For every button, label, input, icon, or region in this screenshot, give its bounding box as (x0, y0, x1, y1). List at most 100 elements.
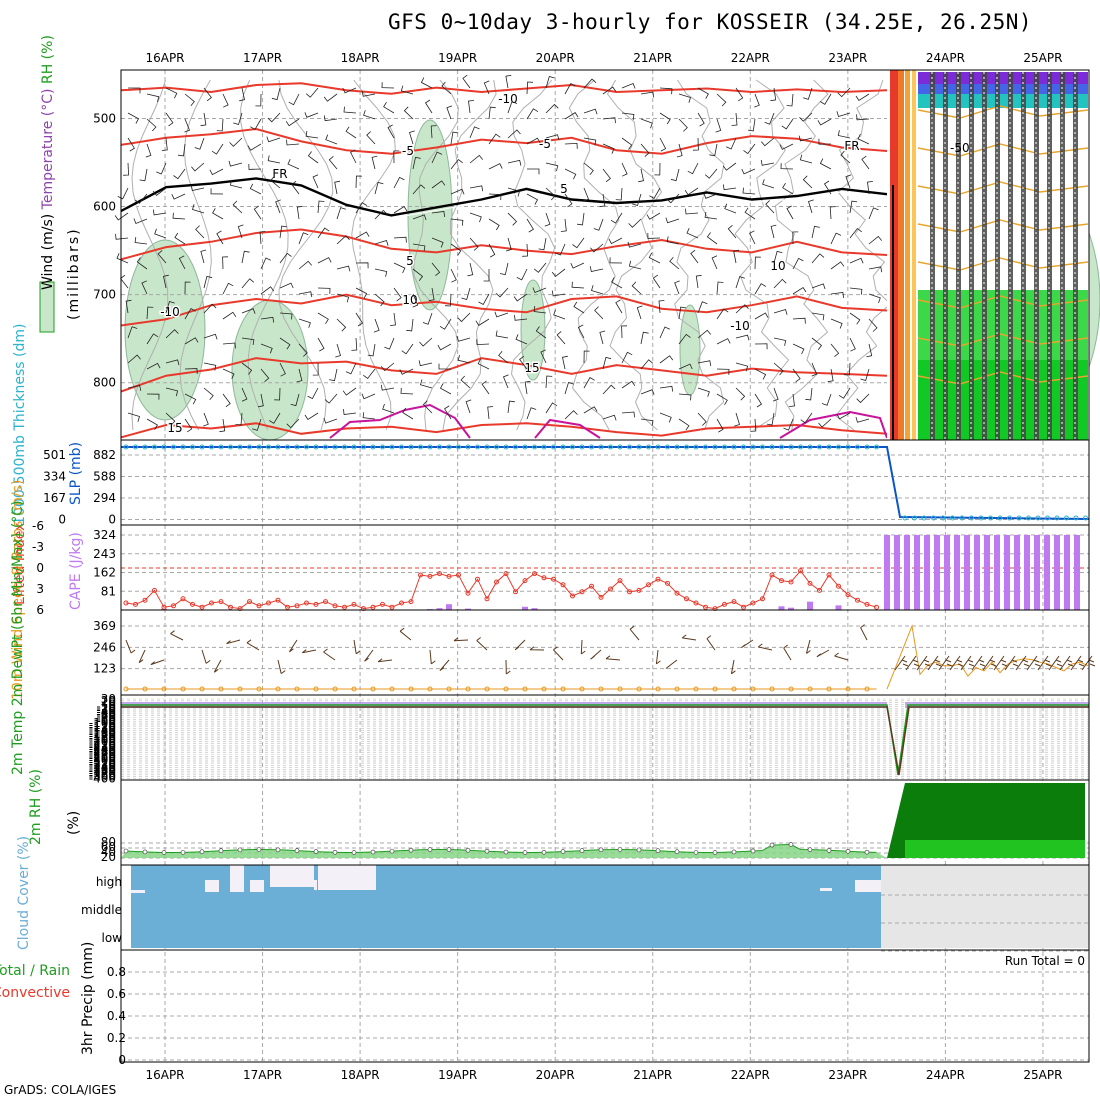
wind-barb-10m (805, 639, 811, 654)
slp-marker (912, 515, 917, 521)
wind-barb (374, 268, 388, 277)
wind-barb (868, 207, 879, 220)
li-marker (427, 573, 433, 579)
wind-barb (827, 368, 834, 383)
wind-speed-marker (446, 686, 452, 692)
wind-barb (267, 155, 281, 164)
cloud-level-label: high (96, 875, 122, 889)
run-total-label: Run Total = 0 (1005, 954, 1085, 968)
wind-barb (628, 218, 642, 228)
rh2m-marker (750, 848, 756, 854)
wind-barb (868, 266, 883, 273)
wind-barb (173, 168, 186, 180)
wind-barb (116, 253, 129, 264)
wind-barb (128, 87, 141, 94)
wind-barb (317, 312, 329, 325)
li-marker (275, 597, 281, 603)
wind-barb (469, 154, 484, 164)
wind-barb (690, 249, 699, 264)
dense-barb-column (982, 72, 987, 440)
wind-barb (564, 381, 574, 395)
wind-barb (383, 101, 395, 114)
wind-barb (715, 118, 722, 133)
wind-barb (467, 262, 474, 277)
li-marker (589, 583, 594, 589)
wind-speed-marker (541, 686, 547, 692)
wind-barb (374, 209, 388, 220)
wind-barb (165, 112, 174, 127)
wind-barb (267, 112, 281, 123)
wind-barb (450, 158, 463, 170)
wind-barb (495, 330, 509, 339)
wind-barb (659, 112, 671, 125)
isotherm-label: -5 (539, 137, 551, 151)
temp-tick-label: -270 (89, 748, 116, 762)
wind-barb (184, 281, 191, 295)
rh2m-marker (484, 848, 490, 854)
wind-barb (703, 193, 718, 199)
wind-barb (250, 118, 262, 130)
cape-bar (884, 535, 890, 610)
li-marker (570, 593, 575, 599)
wind-barb (868, 235, 883, 245)
wind-barb (345, 126, 357, 139)
wind-barb (602, 384, 616, 395)
cloud-level-label: low (102, 931, 123, 945)
wind-barb (279, 282, 294, 289)
temp-tick-label: -220 (89, 738, 116, 752)
temp-tick-label: -290 (89, 751, 116, 765)
wind-barb (343, 409, 357, 415)
wind-barb (716, 368, 730, 375)
wind-barb (735, 362, 749, 372)
wind-barb (146, 118, 157, 132)
wind-barb (290, 393, 300, 407)
wind-barb (507, 187, 520, 197)
wind-barb (589, 266, 604, 272)
precip-tick-label: 0 (118, 1053, 126, 1067)
wind-barb (658, 300, 665, 314)
slp-marker (836, 444, 841, 450)
wind-barb (716, 393, 728, 406)
wind-barb (172, 212, 186, 220)
wind-barb (424, 99, 433, 114)
wind-barb (286, 418, 300, 429)
bottom-date-label: 25APR (1023, 1068, 1062, 1082)
cape-bar (994, 535, 1000, 610)
wind-barb (444, 405, 452, 420)
wind-speed-marker (294, 686, 300, 692)
wind-barb (380, 384, 395, 391)
wind-speed-marker (484, 686, 490, 692)
slp-marker (636, 444, 642, 450)
wind-barb (727, 224, 737, 239)
slp-marker (456, 444, 461, 450)
wind-barb (611, 277, 623, 289)
temp-tick-label: -380 (89, 768, 116, 782)
wind-barb (184, 393, 197, 405)
break-temperature-band (905, 70, 910, 440)
isotherm-line (120, 357, 888, 393)
isotherm-label: 5 (560, 182, 568, 196)
wind-barb (457, 312, 471, 323)
li-axis-label: Lifted Index (12, 523, 28, 605)
wind-barb (393, 287, 402, 302)
wind-barb (599, 193, 606, 208)
wind-barb (741, 168, 756, 175)
wind-barb-10m (665, 659, 678, 669)
wind-barb (602, 117, 616, 124)
wind-barb (195, 225, 205, 239)
cape-bar (522, 606, 528, 610)
isotherm-line (120, 82, 888, 95)
wind-barb (323, 417, 338, 424)
wind-barb (781, 118, 794, 130)
cape-bar (954, 535, 960, 610)
wind-barb (628, 260, 642, 270)
wind-barb (786, 93, 794, 107)
wind-barb (861, 155, 870, 170)
slp-marker (332, 444, 338, 450)
li-marker (475, 576, 480, 582)
wind-barb (722, 162, 737, 171)
slp-marker (475, 444, 480, 450)
slp-marker (608, 444, 613, 450)
cape-bar (984, 535, 990, 610)
slp-marker (1007, 515, 1012, 521)
